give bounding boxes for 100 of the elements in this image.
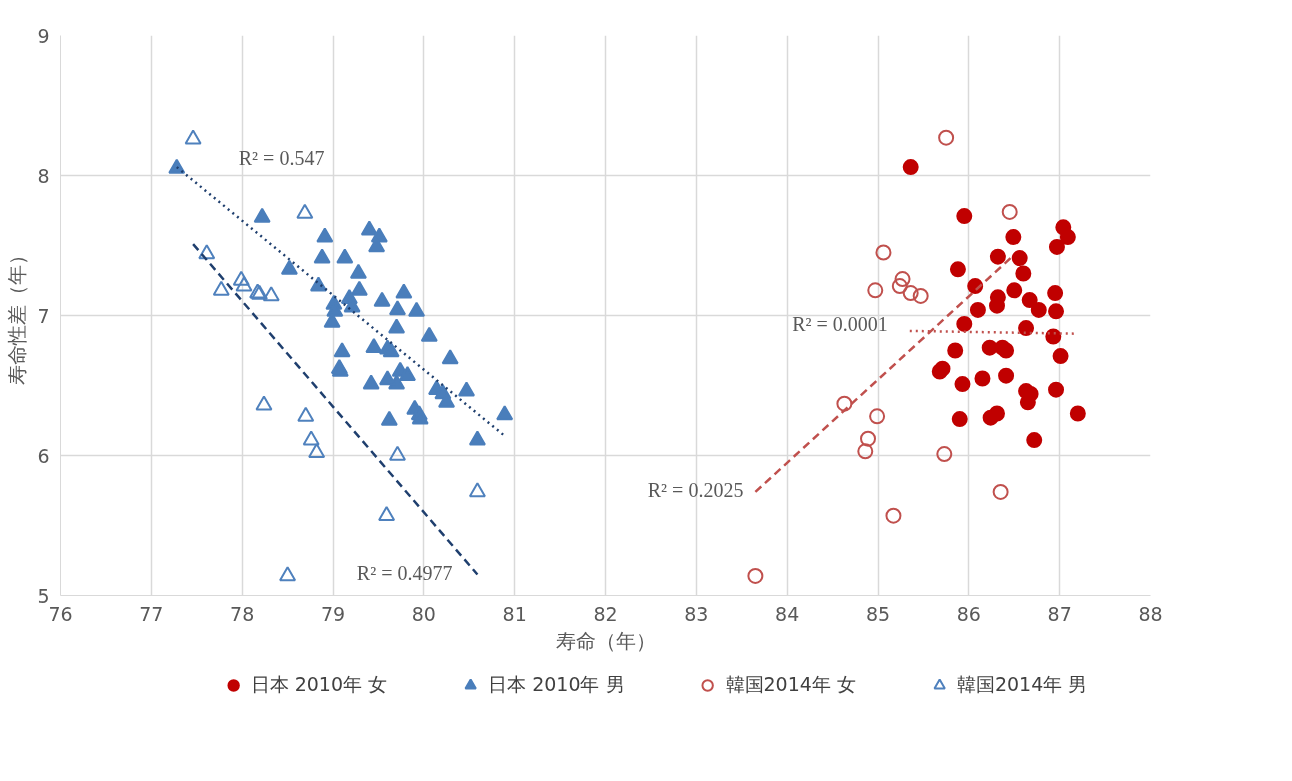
point: [280, 259, 298, 275]
point: [382, 342, 400, 358]
point: [1052, 348, 1069, 365]
point: [1030, 301, 1047, 318]
point: [468, 430, 486, 446]
point: [365, 338, 383, 354]
point: [360, 220, 378, 236]
point: [420, 326, 438, 342]
y-tick-label: 8: [37, 164, 50, 187]
point: [938, 129, 955, 146]
legend-label: 日本 2010年 女: [250, 672, 388, 697]
x-tick-label: 81: [502, 602, 527, 625]
point: [1006, 282, 1023, 299]
point: [998, 342, 1015, 359]
point: [947, 342, 964, 359]
y-tick-label: 7: [37, 304, 50, 327]
x-tick-label: 82: [593, 602, 618, 625]
point: [992, 483, 1009, 500]
point: [1021, 292, 1038, 309]
point: [350, 280, 368, 296]
point: [956, 208, 973, 225]
x-tick-label: 83: [684, 602, 709, 625]
point: [279, 566, 297, 582]
point: [296, 203, 314, 219]
point: [867, 282, 884, 299]
x-axis-title: 寿命（年）: [555, 628, 656, 653]
point: [388, 445, 406, 461]
point: [875, 244, 892, 261]
point: [255, 395, 273, 411]
point: [262, 286, 280, 302]
point: [380, 410, 398, 426]
point: [308, 443, 326, 459]
point: [235, 276, 253, 292]
point: [857, 443, 874, 460]
legend-label: 韓国2014年 女: [725, 672, 856, 697]
point: [1011, 250, 1028, 267]
point: [989, 248, 1006, 265]
point: [1015, 265, 1032, 282]
point: [349, 263, 367, 279]
point: [253, 207, 271, 223]
point: [388, 300, 406, 316]
point: [468, 482, 486, 498]
annotation: R² = 0.2025: [647, 478, 744, 501]
y-tick-label: 6: [37, 444, 50, 467]
annotation: R² = 0.4977: [356, 561, 453, 584]
point: [1001, 203, 1018, 220]
point: [951, 411, 968, 428]
point: [1018, 320, 1035, 337]
x-tick-label: 86: [956, 602, 981, 625]
x-tick-label: 77: [139, 602, 164, 625]
point: [902, 159, 919, 176]
point: [297, 406, 315, 422]
point: [912, 287, 929, 304]
x-tick-label: 80: [411, 602, 436, 625]
point: [1048, 238, 1065, 255]
point: [969, 301, 986, 318]
point: [956, 315, 973, 332]
x-tick-label: 88: [1138, 602, 1163, 625]
point: [936, 446, 953, 463]
point: [379, 370, 396, 386]
point: [902, 285, 919, 302]
point: [891, 278, 908, 295]
point: [316, 227, 334, 243]
point: [395, 283, 413, 299]
point: [860, 430, 877, 447]
point: [441, 349, 459, 365]
point: [1047, 285, 1064, 302]
point: [1069, 405, 1086, 422]
point: [974, 370, 991, 387]
legend-label: 日本 2010年 男: [488, 672, 625, 697]
point: [981, 339, 998, 356]
point: [1026, 432, 1043, 449]
y-axis-title: 寿命性差（年）: [5, 245, 30, 386]
point: [184, 129, 202, 145]
point: [232, 270, 250, 286]
annotation: R² = 0.0001: [792, 312, 888, 335]
point: [362, 374, 380, 390]
point: [954, 376, 971, 393]
point: [373, 291, 391, 307]
annotation: R² = 0.547: [238, 147, 325, 170]
point: [378, 506, 396, 522]
x-tick-label: 79: [320, 602, 346, 625]
point: [998, 367, 1015, 384]
point: [949, 261, 966, 278]
point: [333, 342, 351, 358]
point: [212, 280, 230, 296]
point: [894, 271, 911, 288]
point: [1048, 381, 1065, 398]
point: [398, 366, 416, 382]
point: [496, 405, 514, 421]
y-tick-label: 5: [37, 584, 50, 607]
point: [1005, 229, 1022, 246]
point: [836, 395, 853, 412]
x-tick-label: 85: [865, 602, 891, 625]
point: [747, 567, 764, 584]
legend-label: 韓国2014年 男: [956, 672, 1088, 697]
point: [1048, 303, 1065, 320]
point: [336, 248, 354, 264]
point: [388, 318, 406, 334]
x-tick-label: 87: [1047, 602, 1072, 625]
